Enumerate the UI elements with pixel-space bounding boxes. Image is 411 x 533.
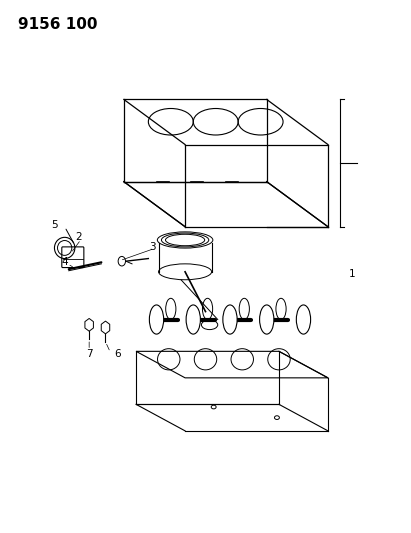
Text: 3: 3: [149, 242, 156, 252]
Ellipse shape: [149, 305, 164, 334]
Text: 9156 100: 9156 100: [18, 17, 97, 33]
Text: 2: 2: [76, 232, 82, 242]
Text: 1: 1: [349, 270, 355, 279]
Text: 4: 4: [61, 257, 68, 267]
Ellipse shape: [260, 305, 274, 334]
Text: 6: 6: [114, 349, 121, 359]
Ellipse shape: [223, 305, 237, 334]
Text: 7: 7: [86, 349, 92, 359]
Text: 5: 5: [51, 220, 58, 230]
Ellipse shape: [296, 305, 311, 334]
Ellipse shape: [186, 305, 201, 334]
